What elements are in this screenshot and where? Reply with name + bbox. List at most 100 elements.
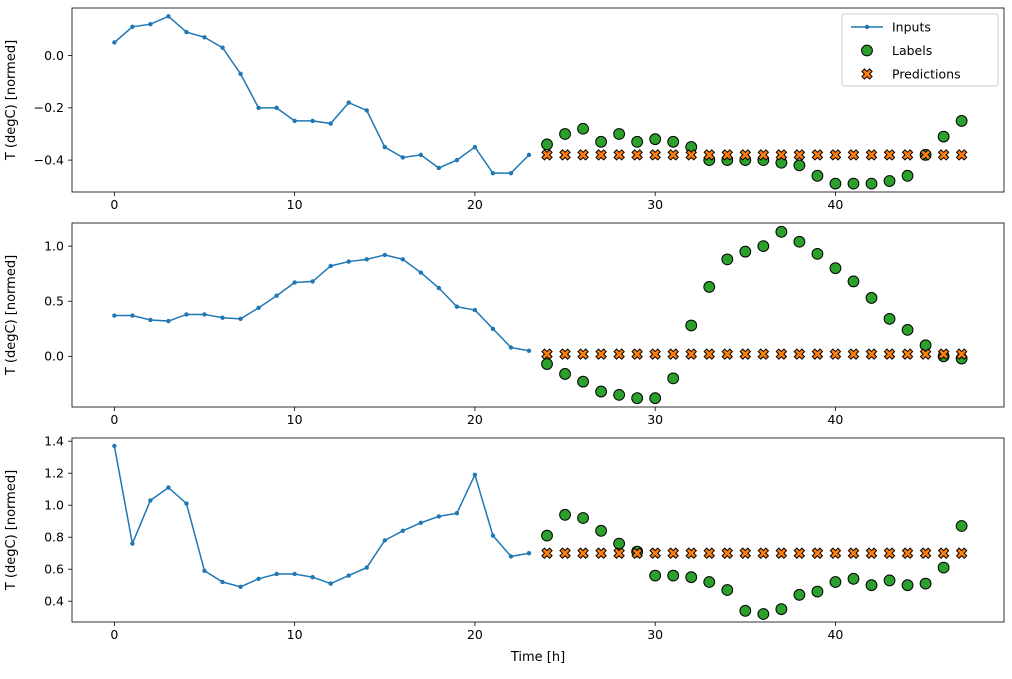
x-tick-label: 40 <box>827 412 843 427</box>
labels-point <box>613 388 626 401</box>
predictions-point <box>901 547 914 559</box>
inputs-point <box>418 152 424 158</box>
labels-point <box>865 579 878 592</box>
inputs-point <box>328 263 333 269</box>
predictions-point <box>847 149 860 161</box>
inputs-point <box>220 45 225 50</box>
inputs-point <box>256 305 261 311</box>
inputs-point <box>274 571 279 577</box>
inputs-point <box>166 14 171 19</box>
predictions-point <box>577 348 589 360</box>
inputs-point <box>148 317 153 323</box>
inputs-point <box>490 170 496 176</box>
inputs-point <box>364 565 369 570</box>
labels-point <box>703 281 716 293</box>
inputs-point <box>472 307 478 313</box>
labels-point <box>793 235 806 248</box>
predictions-point <box>775 149 788 161</box>
labels-point <box>847 572 860 585</box>
predictions-point <box>865 149 878 161</box>
labels-point <box>559 128 571 140</box>
panel-2: 0 10 20 30 40 1.0 0.5 0.0 T (degC) [normed] <box>4 222 1005 427</box>
y-tick-label: 1.0 <box>44 238 64 253</box>
predictions-point <box>739 547 752 559</box>
predictions-point <box>721 547 734 559</box>
predictions-point <box>811 348 824 360</box>
predictions-point <box>685 348 698 360</box>
inputs-point <box>274 105 279 111</box>
labels-point <box>757 240 770 253</box>
x-tick-label: 30 <box>647 197 663 212</box>
predictions-point <box>937 348 950 360</box>
predictions-point <box>631 547 643 559</box>
predictions-point <box>667 348 680 360</box>
labels-point <box>937 561 950 574</box>
inputs-line <box>113 15 530 174</box>
labels-point <box>829 177 842 190</box>
labels-point <box>541 529 553 542</box>
predictions-point <box>865 348 878 360</box>
labels-point <box>685 319 698 332</box>
labels-point <box>577 512 589 524</box>
labels-point <box>721 584 734 596</box>
inputs-point <box>220 315 225 320</box>
predictions-point <box>613 348 625 360</box>
y-tick-label: 1.0 <box>44 498 64 513</box>
labels-point <box>595 135 607 148</box>
inputs-point <box>220 579 225 585</box>
inputs-point <box>184 312 189 317</box>
x-tick-label: 40 <box>827 197 843 212</box>
inputs-point <box>202 312 207 317</box>
y-axis-label: T (degC) [normed] <box>4 255 19 376</box>
inputs-point <box>472 144 478 150</box>
predictions-point <box>775 547 788 559</box>
labels-point <box>649 133 662 146</box>
x-tick-label: 30 <box>647 627 663 642</box>
x-tick-label: 10 <box>287 412 303 427</box>
inputs-point <box>400 257 405 262</box>
predictions-point <box>541 547 553 559</box>
inputs-point <box>472 472 478 477</box>
y-tick-label: 0.8 <box>44 530 64 545</box>
predictions-point <box>757 547 770 559</box>
axes-border <box>71 222 1005 408</box>
inputs-point <box>454 157 460 163</box>
labels-point <box>577 122 589 135</box>
labels-point <box>739 245 752 258</box>
inputs-point <box>148 22 153 27</box>
legend-inputs-dot <box>864 24 870 30</box>
inputs-point <box>184 501 189 506</box>
labels-point <box>955 115 968 127</box>
predictions-point <box>955 348 968 360</box>
predictions-point <box>757 348 770 360</box>
predictions-point <box>793 547 806 559</box>
inputs-point <box>346 573 351 578</box>
inputs-point <box>112 40 117 45</box>
predictions-point <box>883 547 896 559</box>
inputs-point <box>490 533 496 538</box>
predictions-point <box>919 547 932 559</box>
y-tick-label: 0.0 <box>44 349 64 364</box>
labels-point <box>955 520 968 532</box>
inputs-point <box>400 155 405 160</box>
y-tick-label: 0.5 <box>44 294 64 309</box>
inputs-point <box>364 257 369 262</box>
labels-point <box>919 339 932 352</box>
legend-label: Labels <box>892 43 932 58</box>
labels-point <box>559 508 571 521</box>
labels-point <box>613 537 626 550</box>
x-tick-label: 20 <box>467 627 483 642</box>
predictions-point <box>811 149 824 161</box>
y-axis-label: T (degC) [normed] <box>4 40 19 161</box>
labels-point <box>829 262 842 275</box>
labels-point <box>613 128 626 140</box>
predictions-point <box>919 348 932 360</box>
labels-point <box>649 392 662 405</box>
predictions-point <box>829 547 842 559</box>
predictions-point <box>577 547 589 559</box>
inputs-point <box>166 318 171 324</box>
predictions-point <box>847 547 860 559</box>
inputs-point <box>238 316 243 322</box>
inputs-point <box>526 152 532 158</box>
inputs-point <box>202 568 207 573</box>
